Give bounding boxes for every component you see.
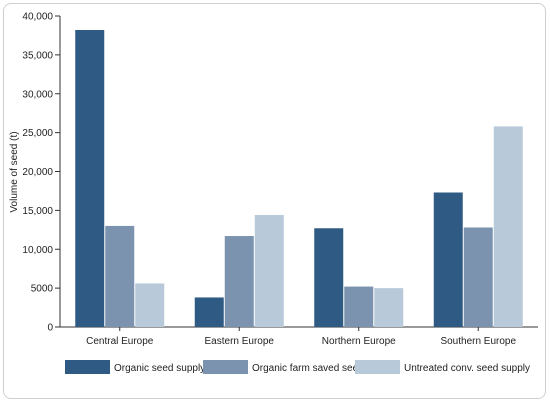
bar	[224, 236, 254, 327]
bar	[314, 228, 344, 327]
bar	[135, 283, 165, 327]
legend-label: Organic seed supply	[114, 363, 205, 374]
x-tick-label: Eastern Europe	[205, 336, 275, 347]
legend-label: Organic farm saved seed	[252, 363, 364, 374]
bar	[254, 215, 284, 327]
x-tick-label: Central Europe	[86, 336, 154, 347]
bar	[463, 227, 493, 327]
bar	[344, 286, 374, 327]
bar	[194, 297, 224, 327]
x-tick-label: Southern Europe	[440, 336, 516, 347]
y-tick-label: 5000	[31, 284, 54, 295]
bars	[75, 29, 523, 328]
y-tick-label: 25,000	[22, 128, 53, 139]
x-tick-label: Northern Europe	[322, 336, 396, 347]
y-tick-label: 20,000	[22, 167, 53, 178]
legend-swatch	[203, 360, 248, 374]
bar	[493, 126, 523, 327]
bar	[105, 225, 135, 327]
legend-label: Untreated conv. seed supply	[404, 363, 530, 374]
y-tick-label: 40,000	[22, 12, 53, 23]
bar	[75, 29, 105, 328]
bar	[433, 192, 463, 327]
y-ticks: 0 5000 10,000 15,000 20,000 25,000 30,000 35,00…	[22, 12, 60, 334]
legend: Organic seed supply Organic farm saved se…	[65, 360, 530, 374]
bar	[374, 288, 404, 327]
y-tick-label: 0	[47, 323, 53, 334]
y-tick-label: 10,000	[22, 245, 53, 256]
legend-swatch	[355, 360, 400, 374]
y-tick-label: 15,000	[22, 206, 53, 217]
legend-swatch	[65, 360, 110, 374]
y-tick-label: 35,000	[22, 50, 53, 61]
y-axis-label: Volume of seed (t)	[9, 131, 20, 212]
y-tick-label: 30,000	[22, 89, 53, 100]
x-tick-labels: Central Europe Eastern Europe Northern Eur…	[86, 327, 516, 347]
